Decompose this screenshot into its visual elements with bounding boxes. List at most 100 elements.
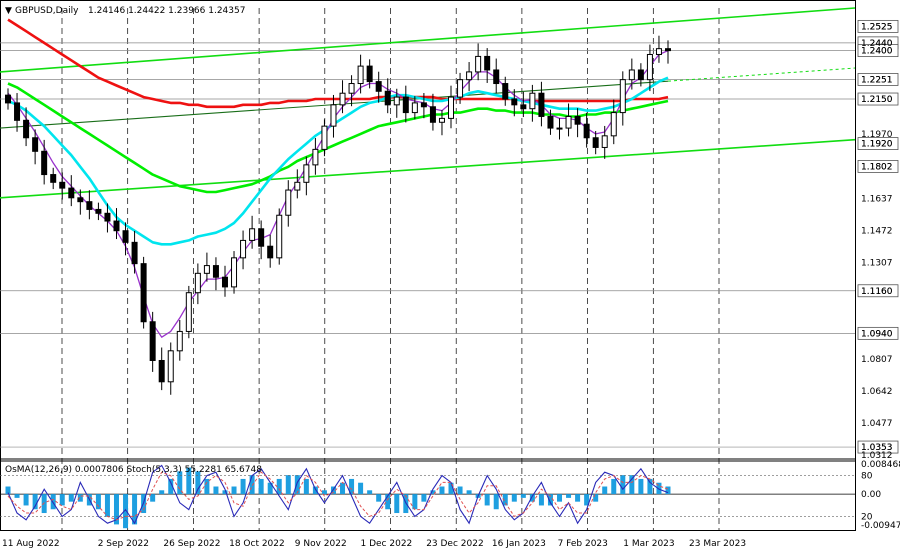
candle-bear (258, 228, 265, 247)
osma-bar (303, 478, 309, 495)
osma-bar (312, 486, 318, 495)
price-tick-label: 1.1307 (861, 258, 893, 268)
osma-bar (204, 478, 210, 495)
candle-bear (221, 276, 228, 288)
candle-bear (493, 69, 500, 85)
candle-bear (583, 123, 590, 139)
candle-bull (348, 83, 355, 94)
candle-bear (665, 48, 671, 52)
price-tag (857, 137, 899, 150)
moving-averages (7, 18, 669, 338)
candle-bull (249, 228, 256, 241)
price-tick-label: 1.2251 (861, 75, 893, 85)
candle-bear (59, 181, 66, 189)
candle-bull (176, 330, 183, 352)
grid (0, 0, 856, 531)
candle-bear (41, 150, 48, 176)
date-label: 1 Dec 2022 (361, 539, 413, 549)
price-tag-label: 1.2400 (861, 47, 893, 57)
candle-bull (619, 79, 626, 114)
osma-bar (611, 478, 617, 495)
price-tag (857, 19, 899, 33)
candle-bear (420, 102, 427, 108)
candle-bull (448, 96, 455, 119)
osma-bar (584, 494, 590, 506)
osma-bar (340, 482, 346, 495)
stoch-main-line (7, 464, 669, 525)
candle-bull (330, 104, 337, 127)
date-label: 18 Oct 2022 (229, 539, 285, 549)
candle-bull (167, 350, 174, 383)
osma-bar (267, 482, 273, 495)
osma-bar (493, 494, 499, 510)
osma-bar (113, 494, 119, 525)
candle-bear (212, 265, 219, 278)
osma-bar (95, 494, 101, 510)
candle-bear (122, 230, 129, 243)
osma-bar (430, 490, 436, 495)
price-tag (857, 440, 899, 454)
price-tick-label: 1.2150 (861, 95, 893, 105)
ema-200-line (7, 18, 669, 109)
osma-bar (231, 486, 237, 495)
price-tick-label: 1.1472 (861, 226, 893, 236)
candle-bear (131, 241, 138, 265)
candle-bear (86, 201, 93, 210)
osma-bar (249, 475, 255, 495)
osma-bar (213, 486, 219, 495)
candle-bear (14, 102, 21, 121)
osma-bar (68, 494, 74, 502)
indicator-label: OsMA(12,26,9) 0.0007806 Stoch(5,3,3) 55.… (5, 465, 262, 475)
price-tag (857, 284, 899, 298)
candle-bull (529, 92, 536, 110)
osma-bar (330, 486, 336, 495)
candle-bear (95, 208, 102, 214)
symbol-title: GBPUSD,Daily (15, 6, 79, 16)
candle-bull (312, 148, 319, 166)
menu-arrow-icon[interactable]: ▼ (5, 6, 12, 16)
candle-bear (637, 69, 644, 81)
osma-bar (349, 478, 355, 495)
price-tick-label: 1.2525 (861, 22, 893, 32)
osma-bar (466, 490, 472, 495)
price-tag-label: 1.0353 (861, 443, 893, 453)
osma-bar (132, 494, 138, 525)
price-tag-label: 1.1160 (861, 287, 893, 297)
candle-bull (339, 92, 346, 106)
osma-bar (177, 471, 183, 495)
mid-trend-projection (667, 67, 856, 82)
date-label: 16 Jan 2023 (492, 539, 546, 549)
candle-bull (285, 189, 292, 216)
candles (5, 35, 671, 395)
osma-bar (385, 494, 391, 510)
candle-bull (185, 292, 192, 332)
osc-tick-label: -0.009477 (861, 521, 900, 531)
candle-bull (240, 239, 247, 259)
osc-tick-label: 0.00 (861, 490, 881, 500)
osma-bar (656, 482, 662, 495)
osma-bar (566, 494, 572, 498)
ema-144-line (7, 82, 669, 194)
osma-bar (557, 494, 563, 502)
candle-bear (5, 94, 11, 104)
osma-bar (5, 486, 11, 495)
candle-bear (574, 115, 581, 125)
candle-bear (104, 212, 111, 222)
osma-bar (412, 494, 418, 510)
osc-tick-label: 20 (861, 512, 873, 522)
candle-bear (32, 137, 39, 152)
osma-bar (276, 478, 282, 495)
candle-bear (484, 55, 491, 71)
osma-bar (484, 494, 490, 506)
osma-bar (150, 494, 156, 502)
candle-bull (466, 71, 473, 81)
osma-bar (394, 494, 400, 514)
osma-bar (602, 486, 608, 495)
price-tick-label: 1.0940 (861, 329, 893, 339)
date-label: 26 Sep 2022 (163, 539, 220, 549)
candle-bull (393, 96, 400, 106)
date-label: 1 Mar 2023 (623, 539, 674, 549)
candle-bear (384, 90, 391, 106)
